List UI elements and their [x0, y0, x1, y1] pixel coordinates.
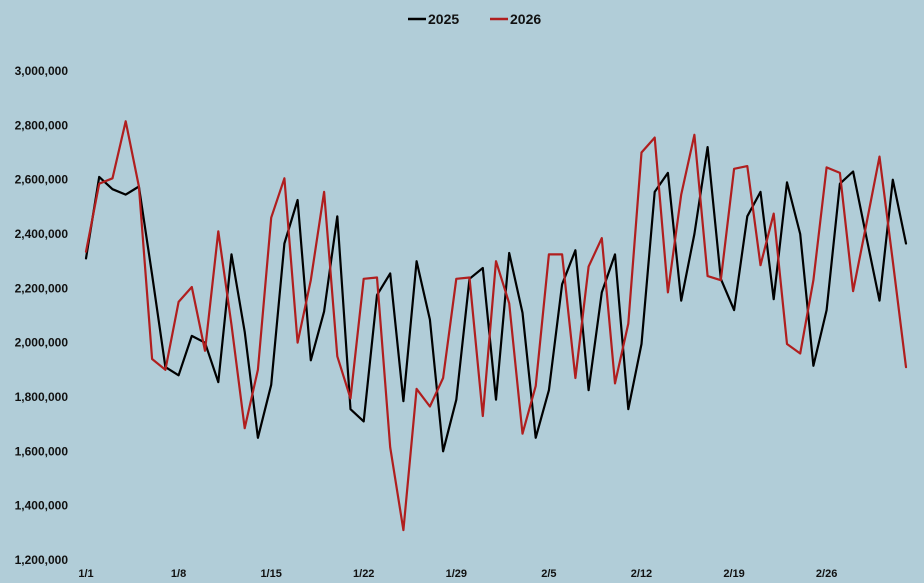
legend: 2025 2026 — [408, 11, 541, 27]
x-tick-label: 2/12 — [631, 568, 652, 580]
y-tick-label: 2,000,000 — [15, 336, 69, 350]
x-tick-label: 1/8 — [171, 568, 186, 580]
x-tick-label: 1/29 — [446, 568, 467, 580]
y-tick-label: 1,800,000 — [15, 390, 69, 404]
y-tick-label: 2,200,000 — [15, 281, 69, 295]
y-tick-label: 3,000,000 — [15, 64, 69, 78]
y-tick-label: 2,800,000 — [15, 118, 69, 132]
series-layer — [84, 120, 908, 532]
x-tick-label: 2/5 — [541, 568, 556, 580]
y-tick-label: 2,600,000 — [15, 173, 69, 187]
x-tick-label: 2/19 — [723, 568, 744, 580]
x-tick-label: 1/22 — [353, 568, 374, 580]
series-line-2026 — [84, 120, 908, 532]
y-tick-label: 1,600,000 — [15, 444, 69, 458]
x-tick-label: 2/26 — [816, 568, 837, 580]
y-axis: 1,200,000 1,400,000 1,600,000 1,800,000 2,00… — [15, 64, 69, 567]
y-tick-label: 2,400,000 — [15, 227, 69, 241]
y-tick-label: 1,400,000 — [15, 499, 69, 513]
x-tick-label: 1/15 — [260, 568, 281, 580]
legend-label-2025: 2025 — [428, 11, 459, 27]
x-tick-label: 1/1 — [78, 568, 93, 580]
legend-label-2026: 2026 — [510, 11, 541, 27]
y-tick-label: 1,200,000 — [15, 553, 69, 567]
x-axis: 1/1 1/8 1/15 1/22 1/29 2/5 2/12 2/19 2/26 — [78, 568, 837, 580]
series-line-2025 — [84, 146, 908, 453]
